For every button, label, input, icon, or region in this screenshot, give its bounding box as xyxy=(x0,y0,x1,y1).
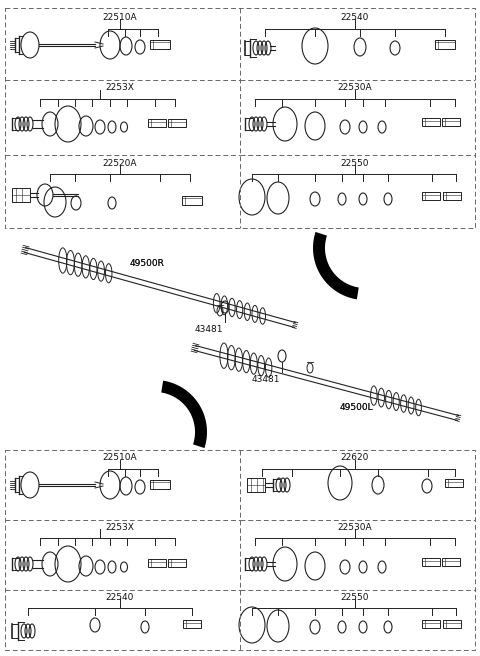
Bar xyxy=(148,119,166,127)
Text: 22540: 22540 xyxy=(106,592,134,602)
Bar xyxy=(435,39,455,49)
Text: 22550: 22550 xyxy=(341,592,369,602)
Bar xyxy=(422,620,440,628)
Text: 22530A: 22530A xyxy=(338,522,372,531)
Text: 49500L: 49500L xyxy=(340,403,373,413)
Bar xyxy=(183,620,201,628)
Text: 22510A: 22510A xyxy=(103,12,137,22)
Bar xyxy=(443,620,461,628)
Text: 43481: 43481 xyxy=(195,325,224,335)
Bar xyxy=(442,118,460,126)
Bar xyxy=(182,195,202,205)
Text: 49500L: 49500L xyxy=(340,403,373,413)
Bar xyxy=(442,558,460,566)
Bar xyxy=(5,450,475,650)
Text: 22530A: 22530A xyxy=(338,83,372,92)
Text: 2253X: 2253X xyxy=(106,83,134,92)
Bar xyxy=(150,480,170,489)
Text: 2253X: 2253X xyxy=(106,522,134,531)
Text: 22540: 22540 xyxy=(341,12,369,22)
Text: 49500R: 49500R xyxy=(130,258,165,268)
Bar xyxy=(445,479,463,487)
Text: 22510A: 22510A xyxy=(103,453,137,462)
Text: 22620: 22620 xyxy=(341,453,369,462)
Text: 49500R: 49500R xyxy=(130,258,165,268)
Bar xyxy=(168,119,186,127)
Polygon shape xyxy=(161,380,207,448)
Bar xyxy=(247,478,265,492)
Text: 22520A: 22520A xyxy=(103,159,137,167)
Bar xyxy=(168,559,186,567)
Bar xyxy=(148,559,166,567)
Bar xyxy=(422,118,440,126)
Bar xyxy=(422,558,440,566)
Polygon shape xyxy=(313,232,359,299)
Text: 43481: 43481 xyxy=(252,375,280,384)
Bar xyxy=(12,188,30,202)
Bar xyxy=(422,192,440,200)
Bar xyxy=(5,8,475,228)
Text: 22550: 22550 xyxy=(341,159,369,167)
Bar xyxy=(443,192,461,200)
Bar xyxy=(150,39,170,49)
